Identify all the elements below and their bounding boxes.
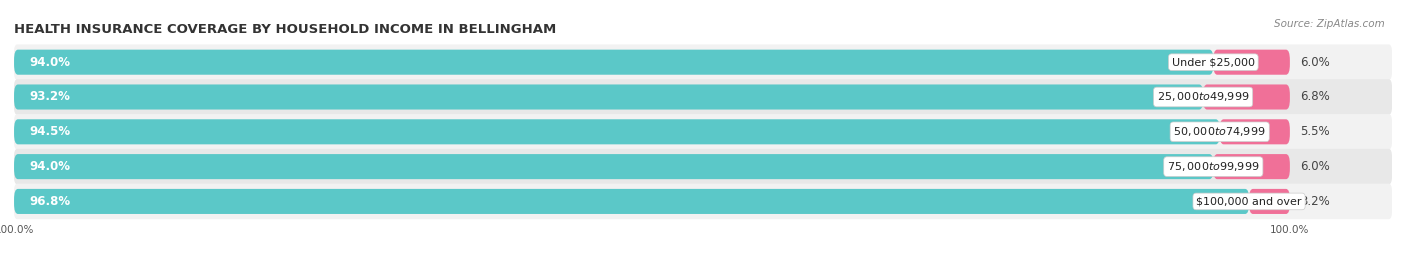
Text: 94.0%: 94.0% xyxy=(30,160,70,173)
Text: 6.8%: 6.8% xyxy=(1301,90,1330,104)
Text: 5.5%: 5.5% xyxy=(1301,125,1330,138)
FancyBboxPatch shape xyxy=(1219,119,1289,144)
FancyBboxPatch shape xyxy=(1213,50,1289,75)
Text: HEALTH INSURANCE COVERAGE BY HOUSEHOLD INCOME IN BELLINGHAM: HEALTH INSURANCE COVERAGE BY HOUSEHOLD I… xyxy=(14,23,557,36)
FancyBboxPatch shape xyxy=(14,154,1213,179)
FancyBboxPatch shape xyxy=(1249,189,1289,214)
Text: 94.0%: 94.0% xyxy=(30,56,70,69)
Text: 3.2%: 3.2% xyxy=(1301,195,1330,208)
Text: $100,000 and over: $100,000 and over xyxy=(1197,196,1302,206)
FancyBboxPatch shape xyxy=(14,50,1213,75)
FancyBboxPatch shape xyxy=(1213,154,1289,179)
FancyBboxPatch shape xyxy=(1204,84,1289,109)
FancyBboxPatch shape xyxy=(14,184,1392,219)
Text: Under $25,000: Under $25,000 xyxy=(1171,57,1254,67)
Text: 6.0%: 6.0% xyxy=(1301,160,1330,173)
Text: Source: ZipAtlas.com: Source: ZipAtlas.com xyxy=(1274,19,1385,29)
Text: $50,000 to $74,999: $50,000 to $74,999 xyxy=(1174,125,1265,138)
FancyBboxPatch shape xyxy=(14,44,1392,80)
Text: 94.5%: 94.5% xyxy=(30,125,70,138)
FancyBboxPatch shape xyxy=(14,79,1392,115)
Text: $75,000 to $99,999: $75,000 to $99,999 xyxy=(1167,160,1260,173)
Text: 6.0%: 6.0% xyxy=(1301,56,1330,69)
FancyBboxPatch shape xyxy=(14,119,1219,144)
Legend: With Coverage, Without Coverage: With Coverage, Without Coverage xyxy=(534,267,789,269)
FancyBboxPatch shape xyxy=(14,84,1204,109)
Text: 93.2%: 93.2% xyxy=(30,90,70,104)
FancyBboxPatch shape xyxy=(14,149,1392,184)
Text: $25,000 to $49,999: $25,000 to $49,999 xyxy=(1157,90,1250,104)
FancyBboxPatch shape xyxy=(14,189,1249,214)
Text: 96.8%: 96.8% xyxy=(30,195,70,208)
FancyBboxPatch shape xyxy=(14,114,1392,150)
